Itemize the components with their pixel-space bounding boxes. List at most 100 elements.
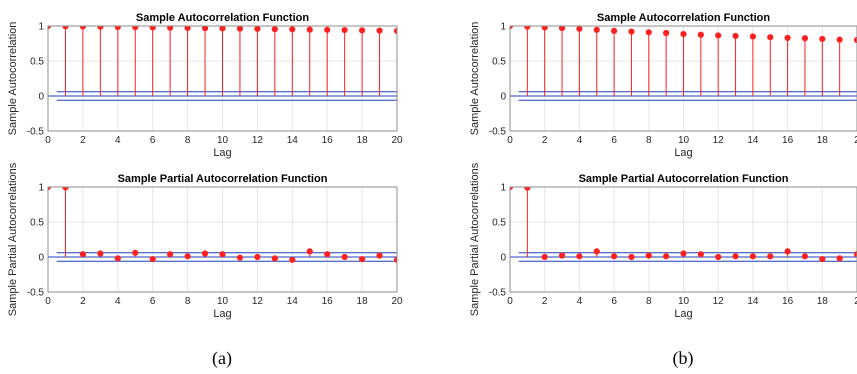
x-tick-label: 2 — [854, 135, 857, 146]
stem-marker — [341, 26, 348, 34]
stem-marker — [732, 32, 739, 40]
stem-marker — [697, 251, 704, 258]
stem-marker — [524, 26, 531, 30]
y-tick-label: 0 — [500, 92, 506, 103]
x-tick-label: 4 — [115, 296, 121, 307]
y-tick-label: 0.5 — [30, 57, 44, 68]
x-tick-label: 2 — [80, 296, 86, 307]
x-tick-label: 10 — [678, 135, 690, 146]
x-tick-label: 18 — [357, 296, 369, 307]
stem-marker — [541, 253, 548, 261]
y-tick-label: -0.5 — [489, 288, 507, 299]
stem-marker — [715, 32, 722, 39]
x-tick-label: 16 — [322, 135, 334, 146]
stem-marker — [593, 248, 600, 255]
stem-marker — [801, 253, 809, 260]
stem-marker — [254, 253, 261, 261]
stem-marker — [132, 249, 139, 256]
y-tick-label: 0 — [38, 253, 44, 264]
stem-marker — [611, 27, 618, 34]
stem-marker — [628, 253, 635, 261]
stem-marker — [801, 35, 809, 42]
stem-marker — [114, 255, 121, 262]
stem-marker — [697, 31, 704, 38]
x-tick-label: 16 — [782, 296, 794, 307]
x-tick-label: 6 — [150, 135, 156, 146]
x-tick-label: 0 — [45, 135, 51, 146]
panel-label-b: (b) — [673, 348, 694, 369]
stem-marker — [359, 27, 366, 34]
stem-marker — [149, 256, 156, 263]
stem-marker — [289, 26, 296, 33]
y-tick-label: 0 — [500, 253, 506, 264]
x-tick-label: 10 — [217, 135, 229, 146]
x-tick-label: 0 — [507, 135, 513, 146]
stem-marker — [576, 26, 583, 32]
y-tick-label: -0.5 — [27, 288, 45, 299]
y-tick-label: -0.5 — [27, 127, 45, 138]
stem-marker — [219, 26, 226, 32]
x-tick-label: 8 — [646, 296, 652, 307]
stem-marker — [167, 26, 174, 31]
x-axis-label: Lag — [674, 308, 692, 320]
x-tick-label: 18 — [817, 135, 829, 146]
chart-title: Sample Autocorrelation Function — [136, 12, 309, 24]
x-tick-label: 10 — [678, 296, 690, 307]
chart-title: Sample Partial Autocorrelation Function — [118, 173, 328, 185]
x-tick-label: 8 — [185, 135, 191, 146]
y-axis-label: Sample Autocorrelation — [7, 22, 19, 136]
stem-marker — [749, 33, 757, 40]
stem-marker — [236, 254, 244, 261]
x-tick-label: 2 — [80, 135, 86, 146]
x-tick-label: 10 — [217, 296, 229, 307]
y-tick-label: 0.5 — [30, 218, 44, 229]
stem-marker — [732, 253, 739, 260]
stem-marker — [749, 253, 757, 260]
stem-marker — [184, 253, 191, 260]
x-tick-label: 14 — [287, 135, 299, 146]
y-tick-label: 1 — [38, 22, 44, 33]
axes-frame — [509, 186, 857, 293]
stem-marker — [853, 36, 857, 44]
x-tick-label: 4 — [577, 296, 583, 307]
x-tick-label: 6 — [150, 296, 156, 307]
stem-marker — [593, 26, 600, 33]
x-tick-label: 0 — [45, 296, 51, 307]
stem-marker — [853, 251, 857, 258]
stem-marker — [359, 256, 366, 263]
stem-marker — [645, 29, 652, 36]
y-axis-label: Sample Partial Autocorrelations — [7, 162, 19, 316]
stem-marker — [324, 251, 331, 258]
y-tick-label: 1 — [500, 22, 506, 33]
x-tick-label: 0 — [507, 296, 513, 307]
x-tick-label: 4 — [577, 135, 583, 146]
chart-title: Sample Autocorrelation Function — [597, 12, 770, 24]
stem-marker — [341, 253, 348, 261]
stem-marker — [149, 26, 156, 31]
x-tick-label: 12 — [713, 296, 725, 307]
stem-marker — [271, 26, 278, 33]
x-tick-label: 14 — [287, 296, 299, 307]
x-tick-label: 6 — [611, 296, 617, 307]
panel-label-a: (a) — [212, 348, 232, 369]
stem-marker — [715, 253, 722, 261]
x-tick-label: 8 — [185, 296, 191, 307]
x-tick-label: 8 — [646, 135, 652, 146]
x-tick-label: 18 — [817, 296, 829, 307]
stem-marker — [663, 29, 670, 37]
x-tick-label: 6 — [611, 135, 617, 146]
stem-marker — [524, 187, 531, 191]
stem-marker — [645, 252, 652, 259]
stem-marker — [680, 30, 687, 38]
y-tick-label: 0.5 — [492, 218, 506, 229]
stem-marker — [97, 26, 104, 30]
stem-marker — [201, 250, 209, 257]
stem-marker — [836, 36, 843, 43]
stem-marker — [167, 251, 174, 258]
stem-marker — [254, 26, 261, 32]
x-axis-label: Lag — [674, 147, 692, 159]
stem-marker — [663, 253, 670, 260]
